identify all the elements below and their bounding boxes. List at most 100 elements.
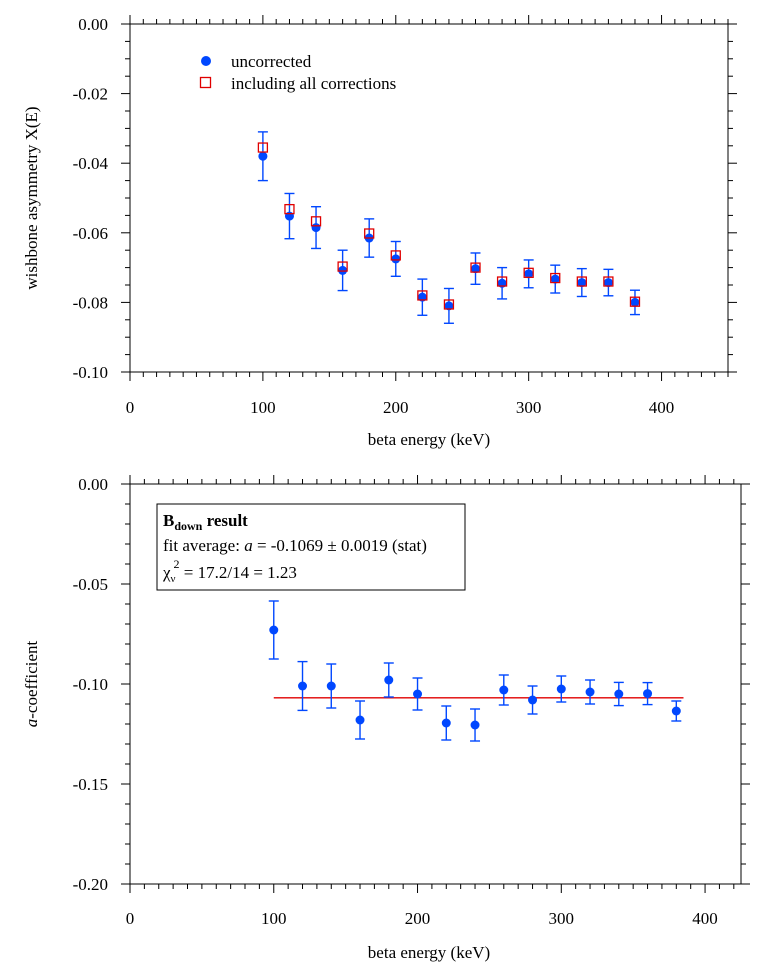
fit-box-title-sub: down [174, 519, 202, 533]
top-y-tick-labels: 0.00 -0.02 -0.04 -0.06 -0.08 -0.10 [73, 15, 109, 382]
top-x-tick-label: 200 [383, 398, 409, 417]
top-legend: uncorrected including all corrections [199, 52, 396, 93]
y-axis-title-rest: -coefficient [22, 640, 41, 718]
data-point-uncorrected [444, 301, 454, 311]
data-point-uncorrected [284, 211, 294, 221]
data-point-uncorrected [338, 265, 348, 275]
data-point-uncorrected [391, 254, 401, 264]
fit-average-text: fit average: a = -0.1069 ± 0.0019 (stat) [163, 536, 427, 555]
chi-symbol: χ [162, 563, 171, 582]
data-point-uncorrected [630, 297, 640, 307]
data-point-corrected [390, 250, 401, 261]
fit-average-var: a [244, 536, 253, 555]
bottom-y-tick-label: -0.15 [73, 775, 108, 794]
bottom-x-tick-label: 100 [261, 909, 287, 928]
top-x-tick-label: 300 [516, 398, 542, 417]
fit-result-box-frame [156, 503, 466, 591]
data-point-corrected [550, 272, 561, 284]
data-point-uncorrected [577, 278, 587, 288]
data-point-corrected [310, 216, 322, 227]
bottom-points [269, 625, 681, 730]
data-point-uncorrected [258, 151, 268, 161]
data-point-uncorrected [524, 269, 534, 279]
top-x-tick-label: 100 [250, 398, 276, 417]
bottom-y-tick-label: -0.20 [73, 875, 108, 894]
data-point [528, 695, 538, 705]
data-point [556, 684, 566, 694]
top-plot-frame [129, 23, 729, 373]
data-point-uncorrected [311, 223, 321, 233]
data-point-uncorrected [603, 278, 613, 288]
bottom-x-axis-title: beta energy (keV) [368, 943, 490, 962]
bottom-x-tick-label: 400 [692, 909, 718, 928]
data-point [441, 718, 451, 728]
data-point [384, 675, 394, 685]
bottom-x-tick-label: 200 [405, 909, 431, 928]
data-point-corrected [337, 261, 348, 272]
data-point-corrected [523, 267, 534, 278]
data-point-corrected [470, 262, 481, 273]
chi-square-text: χν 2 = 17.2/14 = 1.23 [162, 557, 297, 585]
top-y-tick-label: 0.00 [78, 15, 108, 34]
chi-superscript: 2 [174, 557, 180, 571]
data-point-corrected [417, 290, 428, 301]
legend-label-corrected: including all corrections [231, 74, 396, 93]
y-axis-title-italic-a: a [22, 719, 41, 728]
chi-subscript: ν [171, 573, 176, 585]
top-y-axis-title: wishbone asymmetry X(E) [22, 106, 41, 289]
data-point [614, 689, 624, 699]
fit-box-title-main: B [163, 511, 174, 530]
bottom-ticks [121, 475, 750, 893]
bottom-y-tick-label: -0.10 [73, 675, 108, 694]
data-point [499, 685, 509, 695]
data-point-corrected [629, 296, 641, 307]
legend-label-uncorrected: uncorrected [231, 52, 312, 71]
data-point [585, 687, 595, 697]
legend-marker-corrected [199, 76, 212, 89]
bottom-y-axis-title: a-coefficient [22, 640, 41, 727]
data-point [269, 625, 279, 635]
top-y-tick-label: -0.04 [73, 154, 109, 173]
top-y-tick-label: -0.06 [73, 224, 108, 243]
top-x-tick-label: 400 [649, 398, 675, 417]
data-point [470, 720, 480, 730]
data-point-uncorrected [550, 274, 560, 284]
chi-value: = 17.2/14 = 1.23 [180, 563, 297, 582]
bottom-x-tick-label: 300 [549, 909, 575, 928]
data-point-corrected [443, 299, 455, 310]
data-point [355, 715, 365, 725]
data-point-corrected [576, 276, 587, 287]
data-point-corrected [496, 276, 508, 287]
bottom-x-tick-labels: 0 100 200 300 400 [126, 909, 718, 928]
top-x-axis-title: beta energy (keV) [368, 430, 490, 449]
data-point-corrected [284, 203, 295, 215]
bottom-y-tick-labels: 0.00 -0.05 -0.10 -0.15 -0.20 [73, 475, 108, 894]
bottom-chart: 0 100 200 300 400 0.00 -0.05 -0.10 -0.15… [22, 475, 750, 962]
top-y-tick-label: -0.08 [73, 293, 108, 312]
top-y-tick-label: -0.02 [73, 85, 108, 104]
top-x-tick-labels: 0 100 200 300 400 [126, 398, 675, 417]
fit-average-prefix: fit average: [163, 536, 244, 555]
legend-marker-uncorrected [201, 56, 211, 66]
fit-average-value: = -0.1069 ± 0.0019 (stat) [253, 536, 427, 555]
top-y-tick-label: -0.10 [73, 363, 108, 382]
bottom-y-tick-label: 0.00 [78, 475, 108, 494]
top-x-tick-label: 0 [126, 398, 135, 417]
data-point [413, 689, 423, 699]
top-chart: 0 100 200 300 400 0.00 -0.02 -0.04 -0.06… [22, 15, 737, 449]
bottom-y-tick-label: -0.05 [73, 575, 108, 594]
fit-result-box: Bdown result fit average: a = -0.1069 ± … [156, 503, 466, 591]
data-point [671, 706, 681, 716]
data-point-uncorrected [471, 264, 481, 274]
data-point [326, 681, 336, 691]
data-point-corrected [603, 276, 614, 287]
data-point-corrected [257, 142, 269, 153]
top-ticks [121, 15, 737, 381]
data-point-corrected [364, 228, 375, 239]
bottom-x-tick-label: 0 [126, 909, 135, 928]
bottom-error-bars [268, 600, 682, 742]
fit-box-title: Bdown result [163, 511, 248, 533]
top-points-corrected [257, 142, 641, 310]
data-point [298, 681, 308, 691]
